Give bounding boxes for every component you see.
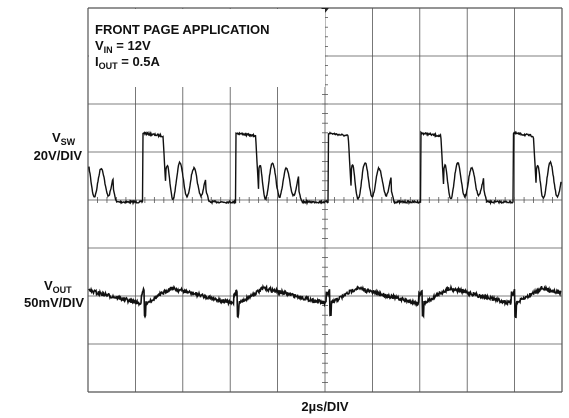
waveform — [88, 283, 562, 319]
waveform — [88, 130, 562, 206]
traces — [88, 130, 562, 319]
channel-label: VOUT — [44, 278, 72, 295]
channel-label: VSW — [52, 130, 76, 147]
channel-scale: 20V/DIV — [34, 148, 83, 163]
info-box — [89, 9, 325, 87]
condition: IOUT = 0.5A — [95, 54, 161, 71]
chart-title: FRONT PAGE APPLICATION — [95, 22, 270, 37]
condition: VIN = 12V — [95, 38, 151, 55]
x-axis-label: 2µs/DIV — [301, 399, 349, 414]
channel-scale: 50mV/DIV — [24, 295, 84, 310]
